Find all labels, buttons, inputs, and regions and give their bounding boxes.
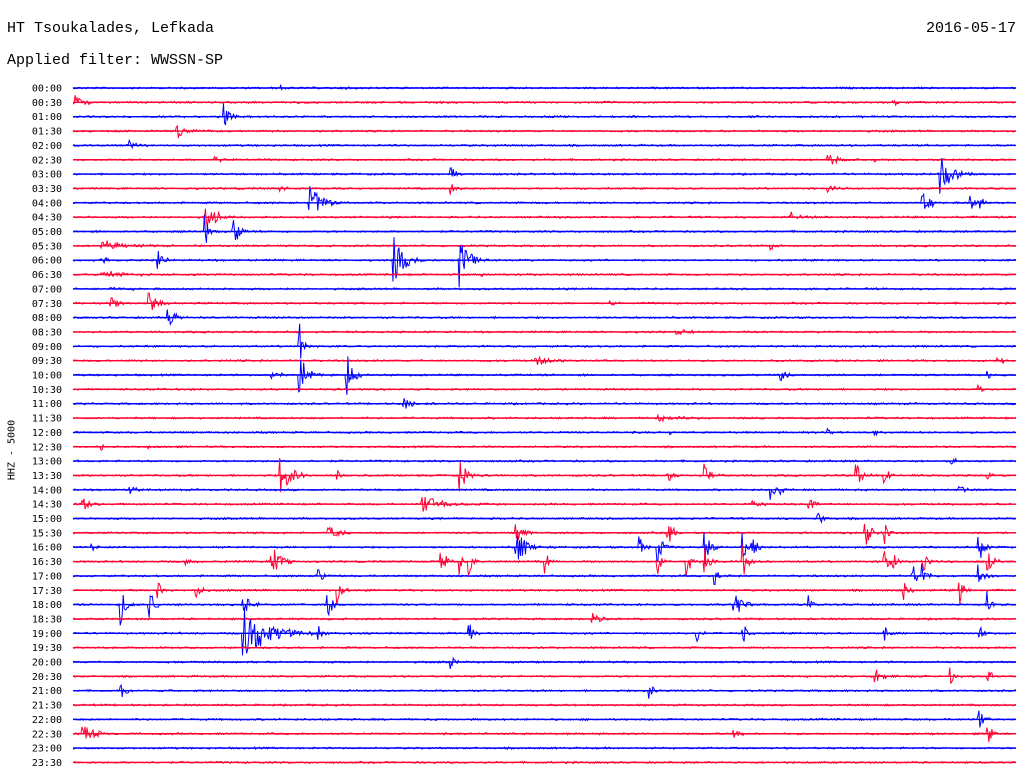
time-label: 17:30 — [32, 586, 62, 597]
trace-line — [72, 124, 1017, 139]
time-label: 23:30 — [32, 758, 62, 769]
trace-line — [72, 656, 1017, 669]
time-label: 07:00 — [32, 284, 62, 295]
time-label: 00:30 — [32, 98, 62, 109]
trace-line — [72, 544, 1017, 577]
time-label: 08:30 — [32, 327, 62, 338]
trace-line — [72, 591, 1017, 626]
time-label: 21:00 — [32, 686, 62, 697]
time-label: 22:30 — [32, 729, 62, 740]
traces — [72, 83, 1017, 765]
trace-line — [72, 383, 1017, 392]
time-label: 13:30 — [32, 471, 62, 482]
time-label: 02:30 — [32, 155, 62, 166]
time-labels: 00:00 00:30 01:00 01:30 02:00 02:30 03:00 03:30… — [32, 84, 62, 769]
time-label: 04:30 — [32, 213, 62, 224]
time-label: 14:30 — [32, 500, 62, 511]
time-label: 16:30 — [32, 557, 62, 568]
time-label: 03:00 — [32, 170, 62, 181]
time-label: 18:30 — [32, 614, 62, 625]
trace-line — [72, 532, 1017, 565]
trace-line — [72, 240, 1017, 252]
record-date: 2016-05-17 — [925, 20, 1016, 37]
time-label: 11:00 — [32, 399, 62, 410]
trace-line — [72, 582, 1017, 606]
time-label: 22:00 — [32, 715, 62, 726]
time-label: 16:00 — [32, 543, 62, 554]
station-title: HT Tsoukalades, Lefkada — [7, 20, 215, 37]
time-label: 00:00 — [32, 84, 62, 95]
time-label: 06:30 — [32, 270, 62, 281]
time-label: 21:30 — [32, 701, 62, 712]
time-label: 19:00 — [32, 629, 62, 640]
trace-line — [72, 103, 1017, 126]
trace-line — [72, 292, 1017, 311]
trace-line — [72, 485, 1017, 500]
trace-line — [72, 613, 1017, 623]
time-label: 20:30 — [32, 672, 62, 683]
time-label: 12:30 — [32, 442, 62, 453]
time-label: 14:00 — [32, 485, 62, 496]
trace-line — [72, 309, 1017, 327]
time-label: 23:00 — [32, 744, 62, 755]
time-label: 15:30 — [32, 528, 62, 539]
trace-line — [72, 237, 1017, 288]
trace-line — [72, 563, 1017, 586]
time-label: 12:00 — [32, 428, 62, 439]
trace-line — [72, 443, 1017, 451]
time-label: 11:30 — [32, 414, 62, 425]
time-label: 05:00 — [32, 227, 62, 238]
time-label: 17:00 — [32, 571, 62, 582]
time-label: 09:00 — [32, 342, 62, 353]
trace-line — [72, 523, 1017, 545]
time-label: 05:30 — [32, 241, 62, 252]
time-label: 19:30 — [32, 643, 62, 654]
time-label: 18:00 — [32, 600, 62, 611]
time-label: 07:30 — [32, 299, 62, 310]
trace-line — [72, 214, 1017, 243]
trace-line — [72, 683, 1016, 699]
trace-line — [72, 138, 1017, 150]
trace-line — [72, 270, 1017, 278]
time-label: 08:00 — [32, 313, 62, 324]
time-label: 10:00 — [32, 371, 62, 382]
time-label: 20:00 — [32, 658, 62, 669]
trace-line — [72, 186, 1017, 211]
time-label: 06:00 — [32, 256, 62, 267]
time-label: 03:30 — [32, 184, 62, 195]
time-label: 10:30 — [32, 385, 62, 396]
trace-line — [73, 95, 1017, 107]
time-label: 01:00 — [32, 112, 62, 123]
trace-line — [72, 184, 1017, 195]
time-label: 13:00 — [32, 457, 62, 468]
time-label: 01:30 — [32, 127, 62, 138]
time-label: 15:00 — [32, 514, 62, 525]
time-label: 09:30 — [32, 356, 62, 367]
time-label: 02:00 — [32, 141, 62, 152]
trace-line — [72, 323, 1017, 359]
time-label: 04:00 — [32, 198, 62, 209]
filter-label: Applied filter: WWSSN-SP — [7, 52, 224, 69]
